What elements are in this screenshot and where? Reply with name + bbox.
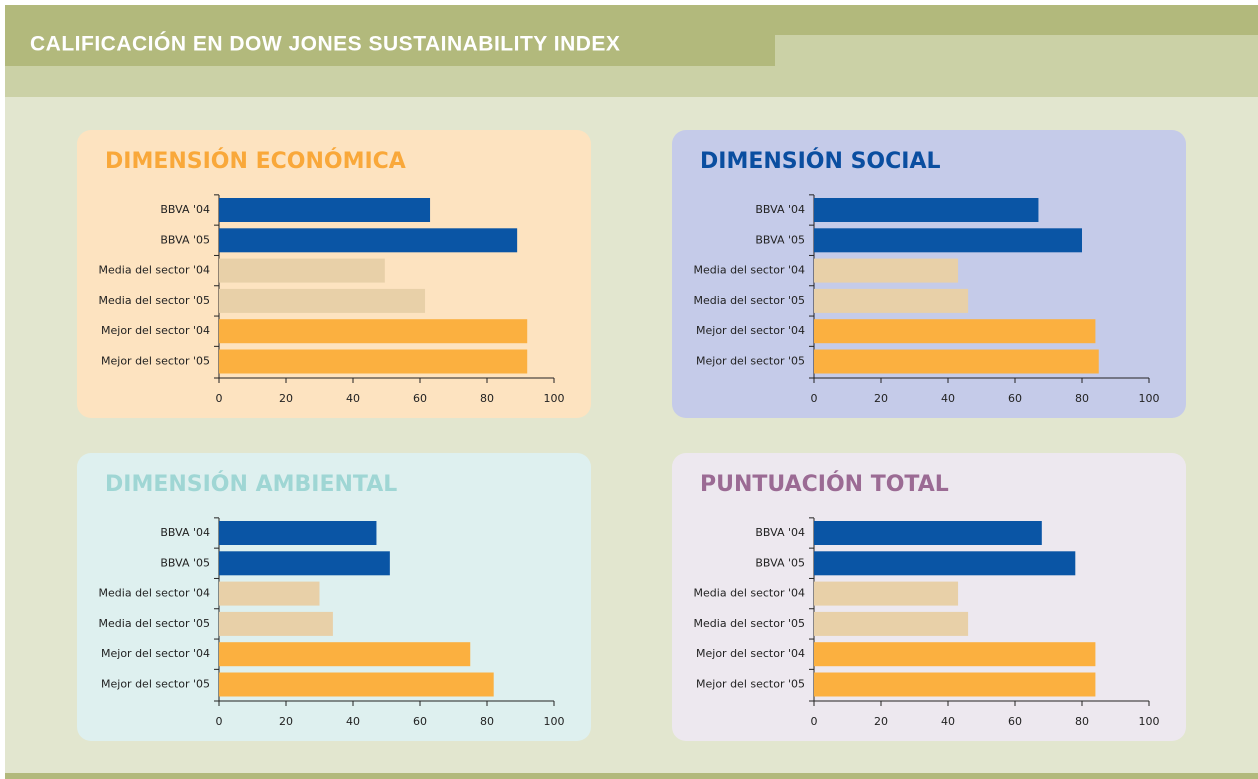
category-label: Mejor del sector '05: [696, 355, 805, 368]
category-label: BBVA '04: [160, 526, 210, 539]
bar: [219, 581, 320, 606]
category-label: Media del sector '04: [694, 264, 805, 277]
bar: [814, 228, 1082, 253]
x-tick-label: 100: [544, 392, 565, 405]
bar: [219, 672, 494, 697]
bar: [219, 198, 431, 222]
category-label: BBVA '05: [755, 233, 805, 246]
bar: [219, 642, 471, 667]
bar: [814, 672, 1096, 697]
x-tick-label: 80: [480, 392, 494, 405]
page-title: CALIFICACIÓN EN DOW JONES SUSTAINABILITY…: [30, 32, 620, 56]
bar: [219, 288, 426, 313]
category-label: Media del sector '04: [99, 264, 210, 277]
chart-title: DIMENSIÓN AMBIENTAL: [105, 471, 397, 497]
x-tick-label: 80: [1075, 715, 1089, 728]
x-tick-label: 80: [480, 715, 494, 728]
chart-panel: PUNTUACIÓN TOTAL BBVA '04 BBVA '05 Media de…: [672, 453, 1186, 741]
category-label: BBVA '04: [755, 526, 805, 539]
bar: [814, 521, 1042, 545]
bar: [219, 551, 390, 576]
category-label: Mejor del sector '05: [101, 678, 210, 691]
category-label: BBVA '04: [755, 203, 805, 216]
x-tick-label: 100: [544, 715, 565, 728]
x-tick-label: 20: [279, 715, 293, 728]
x-tick-label: 100: [1139, 392, 1160, 405]
x-tick-label: 60: [1008, 392, 1022, 405]
category-label: Mejor del sector '05: [101, 355, 210, 368]
x-tick-label: 0: [811, 392, 818, 405]
x-tick-label: 40: [346, 392, 360, 405]
category-label: Media del sector '05: [99, 617, 210, 630]
bar: [814, 611, 969, 636]
category-label: BBVA '05: [755, 556, 805, 569]
category-label: BBVA '05: [160, 556, 210, 569]
category-label: Media del sector '05: [99, 294, 210, 307]
category-label: Mejor del sector '04: [101, 324, 210, 337]
chart-title: PUNTUACIÓN TOTAL: [700, 471, 949, 497]
x-tick-label: 0: [216, 715, 223, 728]
category-label: Mejor del sector '04: [101, 647, 210, 660]
chart-panel: DIMENSIÓN ECONÓMICA BBVA '04 BBVA '05 Media…: [77, 130, 591, 418]
category-label: Mejor del sector '04: [696, 324, 805, 337]
category-label: Media del sector '05: [694, 617, 805, 630]
bar: [219, 611, 333, 636]
x-tick-label: 80: [1075, 392, 1089, 405]
bar: [219, 258, 385, 283]
chart-title: DIMENSIÓN SOCIAL: [700, 148, 941, 174]
x-tick-label: 100: [1139, 715, 1160, 728]
x-tick-label: 40: [346, 715, 360, 728]
bar: [219, 349, 528, 374]
bar: [814, 198, 1039, 222]
bar: [814, 551, 1076, 576]
category-label: Mejor del sector '05: [696, 678, 805, 691]
bar: [814, 258, 959, 283]
panel-background: [77, 453, 591, 741]
bar: [814, 319, 1096, 344]
category-label: Media del sector '04: [694, 587, 805, 600]
bar: [219, 319, 528, 344]
x-tick-label: 40: [941, 392, 955, 405]
chart-panel: DIMENSIÓN SOCIAL BBVA '04 BBVA '05 Media de…: [672, 130, 1186, 418]
category-label: BBVA '04: [160, 203, 210, 216]
x-tick-label: 0: [811, 715, 818, 728]
x-tick-label: 60: [413, 715, 427, 728]
bar: [814, 642, 1096, 667]
bar: [814, 349, 1099, 374]
x-tick-label: 60: [1008, 715, 1022, 728]
x-tick-label: 40: [941, 715, 955, 728]
bar: [219, 228, 518, 253]
bar: [814, 288, 969, 313]
chart-panel: DIMENSIÓN AMBIENTAL BBVA '04 BBVA '05 Media…: [77, 453, 591, 741]
bar: [814, 581, 959, 606]
title-box: [5, 5, 775, 66]
x-tick-label: 20: [874, 715, 888, 728]
x-tick-label: 20: [874, 392, 888, 405]
x-tick-label: 20: [279, 392, 293, 405]
bar: [219, 521, 377, 545]
x-tick-label: 0: [216, 392, 223, 405]
category-label: BBVA '05: [160, 233, 210, 246]
x-tick-label: 60: [413, 392, 427, 405]
bottom-band: [5, 773, 1258, 779]
category-label: Media del sector '05: [694, 294, 805, 307]
category-label: Mejor del sector '04: [696, 647, 805, 660]
chart-title: DIMENSIÓN ECONÓMICA: [105, 148, 406, 174]
category-label: Media del sector '04: [99, 587, 210, 600]
